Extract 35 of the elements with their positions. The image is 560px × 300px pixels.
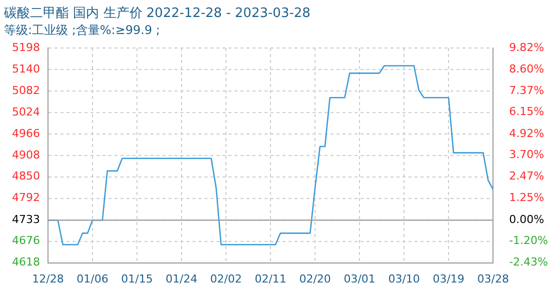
- chart-title: 碳酸二甲酯 国内 生产价 2022-12-28 - 2023-03-28: [3, 6, 310, 22]
- x-tick-label: 01/15: [121, 272, 153, 286]
- y-tick-label: 5082: [12, 84, 40, 97]
- y2-tick-label: 1.25%: [509, 191, 544, 204]
- y2-tick-label: 6.15%: [509, 105, 544, 118]
- x-tick-label: 02/11: [254, 272, 286, 286]
- y-tick-label: 4733: [12, 213, 40, 226]
- x-tick-label: 03/28: [477, 272, 509, 286]
- y-tick-label: 4908: [12, 148, 40, 162]
- y2-tick-label: -1.20%: [509, 234, 548, 248]
- y-tick-label: 5024: [12, 105, 40, 118]
- y2-tick-label: 4.92%: [509, 126, 544, 140]
- x-tick-label: 01/06: [76, 272, 108, 286]
- y-tick-label: 5140: [12, 62, 40, 76]
- y-tick-label: 5198: [12, 40, 40, 54]
- y-tick-label: 4792: [12, 191, 40, 204]
- y2-tick-label: 3.70%: [509, 148, 544, 162]
- x-tick-label: 02/02: [210, 272, 242, 286]
- y-tick-label: 4618: [12, 256, 40, 269]
- x-tick-label: 03/01: [344, 272, 376, 286]
- y2-tick-label: 2.47%: [509, 170, 544, 183]
- y-tick-label: 4676: [12, 234, 40, 248]
- y2-tick-label: 0.00%: [509, 213, 544, 226]
- y2-tick-label: -2.43%: [509, 256, 548, 269]
- y2-tick-label: 8.60%: [509, 62, 544, 76]
- y-tick-label: 4966: [12, 126, 40, 140]
- y2-tick-label: 7.37%: [509, 84, 544, 97]
- x-tick-label: 12/28: [32, 272, 64, 286]
- x-tick-label: 01/24: [166, 272, 198, 286]
- x-tick-label: 03/19: [432, 272, 464, 286]
- x-tick-label: 02/20: [299, 272, 331, 286]
- x-tick-label: 03/10: [388, 272, 420, 286]
- y-tick-label: 4850: [12, 170, 40, 183]
- y2-tick-label: 9.82%: [509, 40, 544, 54]
- chart-subtitle: 等级:工业级 ;含量%:≥99.9 ;: [4, 22, 160, 37]
